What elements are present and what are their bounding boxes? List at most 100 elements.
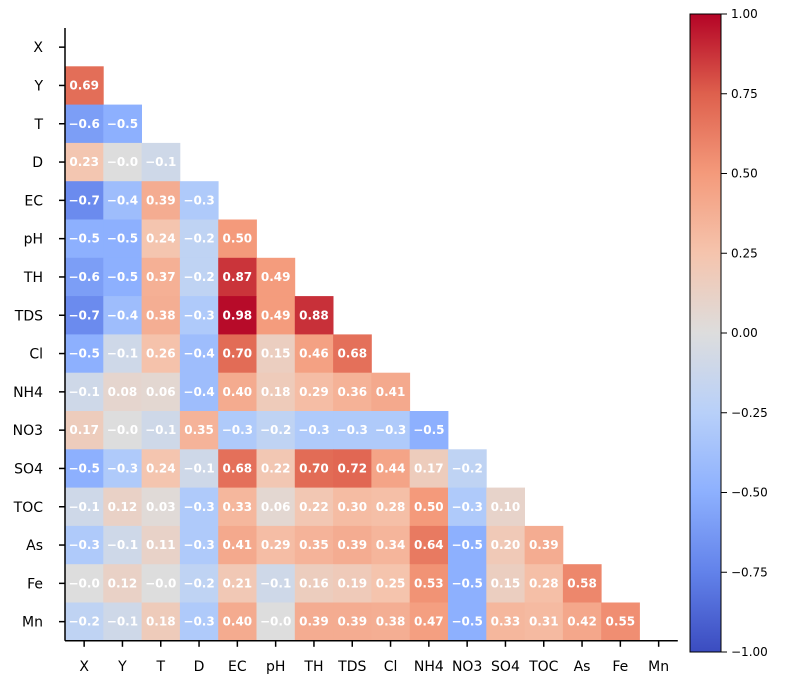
cell-label-Mn-D: −0.3 (183, 615, 214, 629)
heatmap-cell-NH4-TH (294, 372, 334, 412)
heatmap-cell-Cl-X (65, 334, 104, 374)
cell-label-TH-EC: 0.87 (223, 270, 253, 284)
heatmap-cell-Mn-TH (294, 602, 334, 642)
colorbar-tick-label: −0.75 (731, 565, 768, 579)
heatmap-cell-NO3-D (179, 411, 219, 450)
heatmap-cell-pH-T (141, 219, 181, 259)
cell-label-Fe-As: 0.58 (567, 576, 597, 590)
heatmap-cell-Cl-EC (218, 334, 257, 374)
cell-label-SO4-D: −0.1 (183, 461, 214, 475)
cell-label-TH-T: 0.37 (146, 270, 176, 284)
x-tick-label-Mn: Mn (648, 659, 669, 675)
heatmap-cell-TOC-EC (218, 487, 257, 527)
y-tick-label-EC: EC (24, 193, 43, 209)
heatmap-cell-SO4-EC (218, 449, 257, 488)
heatmap-cell-TOC-TDS (333, 487, 372, 527)
cell-label-Cl-TH: 0.46 (299, 347, 329, 361)
cell-label-NO3-TDS: −0.3 (337, 423, 368, 437)
cell-label-NH4-D: −0.4 (183, 385, 214, 399)
cell-label-Fe-NO3: −0.5 (451, 576, 482, 590)
y-tick-label-T: T (33, 117, 43, 133)
cell-label-TDS-pH: 0.49 (261, 308, 291, 322)
cell-label-Mn-Y: −0.1 (107, 615, 138, 629)
heatmap-cell-Cl-TDS (333, 334, 372, 374)
cell-label-Mn-TOC: 0.31 (529, 615, 559, 629)
cell-label-SO4-NO3: −0.2 (451, 461, 482, 475)
heatmap-cell-NH4-pH (256, 372, 296, 412)
cell-label-Cl-Y: −0.1 (107, 347, 138, 361)
cell-label-Cl-D: −0.4 (183, 347, 214, 361)
heatmap-cell-TOC-Cl (371, 487, 411, 527)
cell-label-TH-pH: 0.49 (261, 270, 291, 284)
x-tick-label-X: X (79, 659, 89, 675)
x-tick-label-pH: pH (266, 659, 285, 675)
cell-label-TOC-SO4: 0.10 (491, 500, 521, 514)
heatmap-cell-TDS-X (65, 296, 104, 335)
cell-label-Mn-SO4: 0.33 (491, 615, 521, 629)
heatmap-cell-Cl-T (141, 334, 181, 374)
colorbar-tick-label: 1.00 (731, 7, 758, 21)
cell-label-Mn-Cl: 0.38 (376, 615, 406, 629)
cell-label-Cl-X: −0.5 (68, 347, 99, 361)
x-tick-label-SO4: SO4 (491, 659, 520, 675)
cell-label-TDS-X: −0.7 (68, 308, 99, 322)
heatmap-cell-TOC-NH4 (409, 487, 449, 527)
heatmap-cell-As-NH4 (409, 525, 449, 565)
heatmap-cell-EC-T (141, 181, 181, 220)
heatmap-cell-TOC-pH (256, 487, 296, 527)
cell-label-NO3-pH: −0.2 (260, 423, 291, 437)
cell-label-NO3-Cl: −0.3 (375, 423, 406, 437)
x-tick-label-Fe: Fe (612, 659, 628, 675)
heatmap-cell-SO4-T (141, 449, 181, 488)
cell-label-NO3-T: −0.1 (145, 423, 176, 437)
heatmap-cell-NO3-EC (218, 411, 257, 450)
cell-label-TOC-NH4: 0.50 (414, 500, 444, 514)
cell-label-Mn-pH: −0.0 (260, 615, 291, 629)
cell-label-As-TOC: 0.39 (529, 538, 559, 552)
cell-label-Mn-NH4: 0.47 (414, 615, 444, 629)
heatmap-cell-As-X (65, 525, 104, 565)
heatmap-cell-TOC-X (65, 487, 104, 527)
heatmap-axes: X X Y Y T T D D EC EC pH pH TH TH TDS TDS Cl Cl NH4 NH4 NO3 N… (13, 28, 678, 675)
x-tick-label-NH4: NH4 (414, 659, 444, 675)
heatmap-cell-TOC-Y (103, 487, 142, 527)
heatmap-cell-TDS-EC (218, 296, 257, 335)
y-tick-label-Y: Y (33, 78, 43, 94)
heatmap-cell-SO4-pH (256, 449, 296, 488)
heatmap-cell-Mn-T (141, 602, 181, 642)
cell-label-NH4-T: 0.06 (146, 385, 176, 399)
heatmap-cell-NO3-T (141, 411, 181, 450)
heatmap-cell-As-NO3 (448, 525, 487, 565)
cell-label-D-Y: −0.0 (107, 155, 138, 169)
cell-label-As-X: −0.3 (68, 538, 99, 552)
cell-label-pH-X: −0.5 (68, 232, 99, 246)
heatmap-cell-pH-D (179, 219, 219, 259)
cell-label-Cl-EC: 0.70 (223, 347, 253, 361)
heatmap-cell-T-Y (103, 104, 142, 144)
heatmap-cell-SO4-NH4 (409, 449, 449, 488)
cell-label-NH4-pH: 0.18 (261, 385, 291, 399)
cell-label-TOC-D: −0.3 (183, 500, 214, 514)
heatmap-cell-TH-T (141, 257, 181, 297)
heatmap-cell-Mn-Y (103, 602, 142, 642)
heatmap-cell-SO4-Y (103, 449, 142, 488)
heatmap-cell-EC-Y (103, 181, 142, 220)
cell-label-Fe-NH4: 0.53 (414, 576, 444, 590)
cell-label-TH-X: −0.6 (68, 270, 99, 284)
heatmap-cell-TOC-SO4 (486, 487, 525, 527)
colorbar-tick-label: 0.00 (731, 326, 758, 340)
cell-label-NH4-Y: 0.08 (108, 385, 138, 399)
heatmap-cell-NO3-pH (256, 411, 296, 450)
cell-label-NO3-TH: −0.3 (298, 423, 329, 437)
heatmap-cell-Cl-Y (103, 334, 142, 374)
cell-label-TDS-TH: 0.88 (299, 308, 329, 322)
heatmap-cell-Mn-TDS (333, 602, 372, 642)
cell-label-Mn-Fe: 0.55 (606, 615, 636, 629)
cell-label-Fe-TOC: 0.28 (529, 576, 559, 590)
heatmap-cell-Mn-NH4 (409, 602, 449, 642)
y-tick-label-As: As (26, 538, 43, 554)
cell-label-NO3-EC: −0.3 (222, 423, 253, 437)
cell-label-Fe-Cl: 0.25 (376, 576, 406, 590)
heatmap-cell-pH-EC (218, 219, 257, 259)
cell-label-Mn-T: 0.18 (146, 615, 176, 629)
